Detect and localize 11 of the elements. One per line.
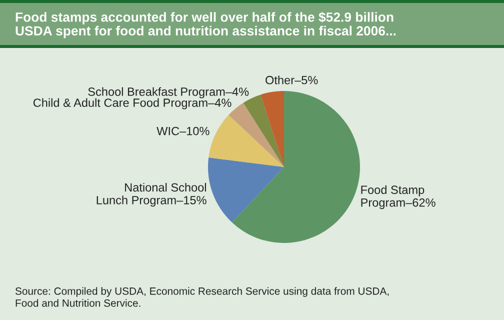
pie-slice [208,114,284,167]
pie-slice [208,157,284,222]
slice-label: School Breakfast Program–4% [88,87,249,98]
chart-title: Food stamps accounted for well over half of the $52.9 billion USDA spent for food and nutrition assistance in fiscal 2006... [16,12,396,38]
source-note: Source: Compiled by USDA, Economic Research Service using data from USDA, Food and Nutrition Service. [15,287,389,307]
slice-label: Other–5% [266,76,318,84]
slice-label: Child & Adult Care Food Program–4% [33,98,232,110]
slice-label: WIC–10% [156,126,210,136]
pie-slice [260,91,284,167]
slice-label: Food Stamp Program–62% [361,185,436,210]
slice-label: National School Lunch Program–15% [96,182,206,207]
